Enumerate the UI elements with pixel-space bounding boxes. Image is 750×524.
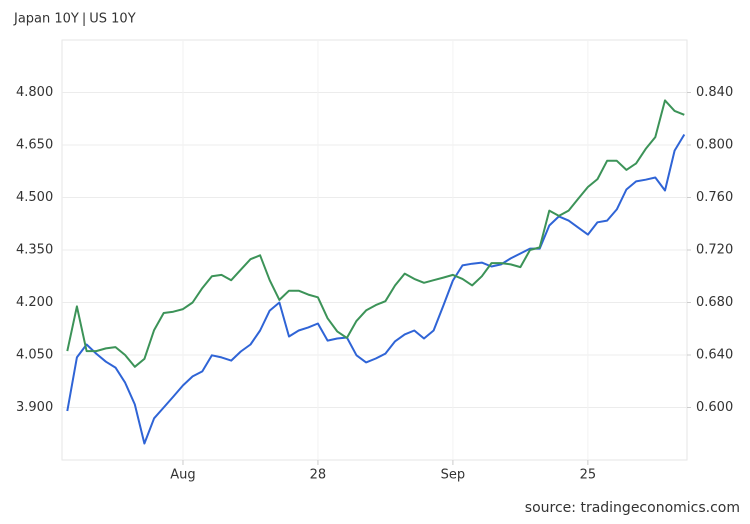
source-note: source: tradingeconomics.com bbox=[525, 500, 740, 516]
y-tick-label: 4.050 bbox=[16, 348, 53, 363]
y-tick-label: 4.500 bbox=[16, 190, 53, 205]
y2-tick-label: 0.800 bbox=[696, 138, 733, 153]
y2-tick-label: 0.600 bbox=[696, 400, 733, 415]
x-tick-label: Sep bbox=[441, 468, 466, 483]
legend-separator: | bbox=[82, 12, 86, 27]
y-tick-label: 4.800 bbox=[16, 85, 53, 100]
y2-tick-label: 0.720 bbox=[696, 243, 733, 258]
y2-tick-label: 0.680 bbox=[696, 295, 733, 310]
series-line bbox=[66, 133, 686, 445]
y-tick-label: 3.900 bbox=[16, 400, 53, 415]
y-tick-label: 4.200 bbox=[16, 295, 53, 310]
y2-tick-label: 0.840 bbox=[696, 85, 733, 100]
y-tick-label: 4.350 bbox=[16, 243, 53, 258]
legend: Japan 10Y | US 10Y bbox=[13, 12, 136, 27]
x-tick-label: Aug bbox=[170, 468, 195, 483]
y2-tick-label: 0.640 bbox=[696, 348, 733, 363]
series-line bbox=[66, 99, 685, 368]
legend-entry: US 10Y bbox=[89, 12, 135, 27]
y-tick-label: 4.650 bbox=[16, 138, 53, 153]
x-tick-label: 25 bbox=[580, 468, 597, 483]
x-tick-label: 28 bbox=[310, 468, 327, 483]
y2-tick-label: 0.760 bbox=[696, 190, 733, 205]
legend-entry: Japan 10Y bbox=[13, 12, 79, 27]
